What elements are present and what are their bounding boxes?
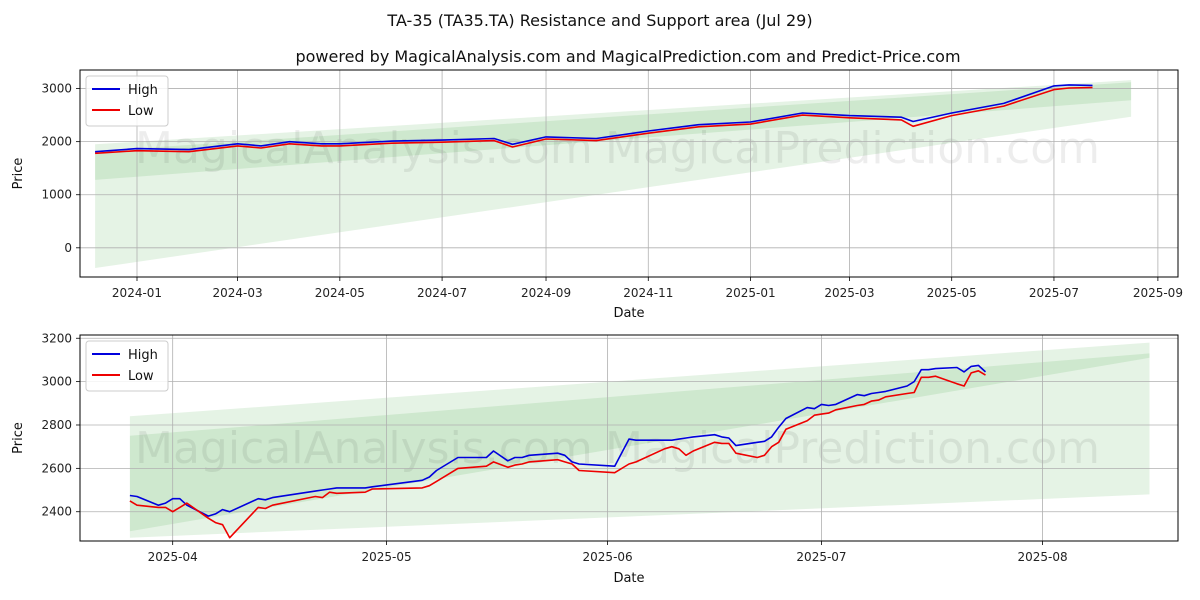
bottom-chart-panel: MagicalAnalysis.com MagicalPrediction.com… — [11, 331, 1179, 586]
x-tick-label: 2024-11 — [623, 286, 673, 300]
x-tick-label: 2024-07 — [417, 286, 467, 300]
y-tick-label: 3200 — [41, 331, 72, 345]
legend-label-high: High — [128, 83, 158, 98]
x-tick-label: 2025-05 — [362, 550, 412, 564]
y-tick-label: 1000 — [41, 188, 72, 202]
y-tick-label: 3000 — [41, 82, 72, 96]
watermark-text: MagicalAnalysis.com — [135, 423, 593, 474]
x-tick-label: 2024-01 — [112, 286, 162, 300]
y-tick-label: 3000 — [41, 375, 72, 389]
y-tick-label: 2400 — [41, 505, 72, 519]
x-tick-label: 2025-01 — [725, 286, 775, 300]
x-tick-label: 2025-05 — [927, 286, 977, 300]
support-resistance-band-2 — [95, 82, 1132, 180]
y-tick-label: 0 — [64, 241, 72, 255]
plot-frame — [79, 334, 1179, 542]
series-line-high — [129, 364, 987, 517]
series-line-high — [95, 84, 1093, 153]
legend-label-low: Low — [128, 104, 154, 119]
x-tick-label: 2025-07 — [796, 550, 846, 564]
legend-label-low: Low — [128, 369, 154, 384]
support-resistance-band-1 — [95, 80, 1132, 268]
top-chart-panel: MagicalAnalysis.com MagicalPrediction.com… — [11, 69, 1183, 321]
x-tick-label: 2024-03 — [213, 286, 263, 300]
series-line-low — [129, 369, 986, 539]
watermark-text: MagicalPrediction.com — [605, 423, 1100, 474]
x-tick-label: 2025-09 — [1133, 286, 1183, 300]
x-tick-label: 2025-07 — [1029, 286, 1079, 300]
x-tick-label: 2025-03 — [824, 286, 874, 300]
x-tick-label: 2025-08 — [1017, 550, 1067, 564]
chart-title: TA-35 (TA35.TA) Resistance and Support a… — [386, 11, 812, 30]
x-tick-label: 2025-04 — [148, 550, 198, 564]
support-resistance-band-2 — [129, 353, 1150, 532]
y-tick-label: 2000 — [41, 135, 72, 149]
y-tick-label: 2600 — [41, 461, 72, 475]
x-tick-label: 2025-06 — [583, 550, 633, 564]
x-tick-label: 2024-05 — [315, 286, 365, 300]
x-tick-label: 2024-09 — [521, 286, 571, 300]
legend-label-high: High — [128, 348, 158, 363]
y-axis-label: Price — [11, 422, 26, 454]
y-axis-label: Price — [11, 158, 26, 190]
chart-subtitle: powered by MagicalAnalysis.com and Magic… — [295, 47, 960, 66]
x-axis-label: Date — [613, 571, 644, 586]
y-tick-label: 2800 — [41, 418, 72, 432]
x-axis-label: Date — [613, 306, 644, 321]
watermark-text: MagicalPrediction.com — [605, 123, 1100, 174]
plot-frame — [79, 69, 1179, 278]
series-line-low — [95, 86, 1093, 155]
